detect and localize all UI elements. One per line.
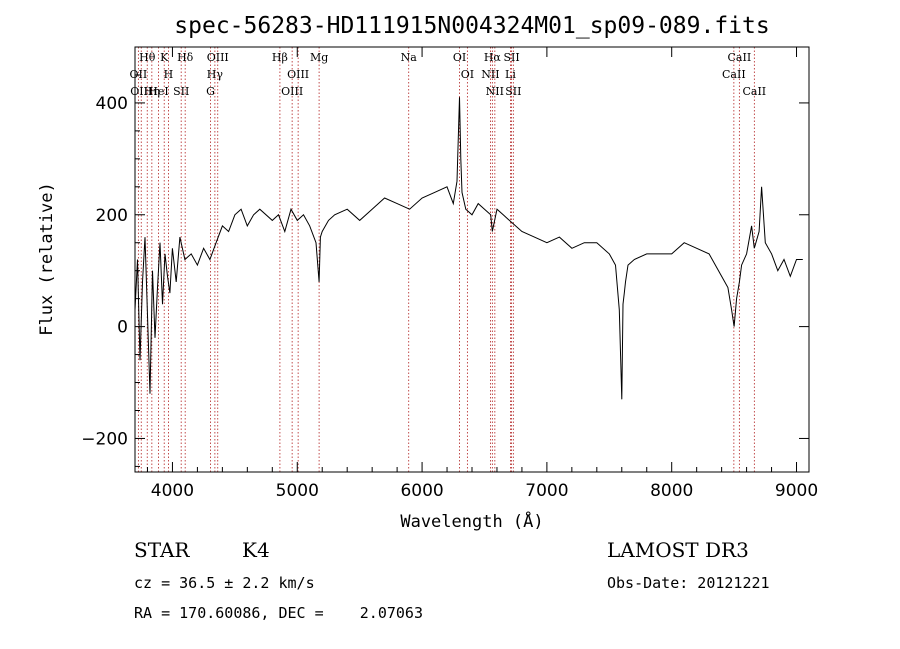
line-marker-label: Na <box>401 51 418 64</box>
line-marker-label: Hγ <box>207 68 224 81</box>
x-tick-label: 5000 <box>276 481 319 501</box>
line-marker-label: CaII <box>742 85 766 98</box>
emission-line-markers <box>137 47 755 472</box>
x-axis-label: Wavelength (Å) <box>400 510 543 532</box>
line-marker-label: SII <box>173 85 189 98</box>
chart-title: spec-56283-HD111915N004324M01_sp09-089.f… <box>174 13 769 39</box>
line-marker-label: HeI <box>148 85 168 98</box>
line-marker-label: NII <box>486 85 504 98</box>
object-class: STAR <box>134 538 190 562</box>
line-marker-label: Hβ <box>272 51 288 64</box>
y-tick-label: −200 <box>81 429 128 449</box>
line-marker-label: OIII <box>287 68 309 81</box>
line-marker-label: H <box>164 68 174 81</box>
redshift-text: cz = 36.5 ± 2.2 km/s <box>134 574 315 592</box>
line-marker-label: SII <box>503 51 519 64</box>
x-tick-label: 8000 <box>650 481 693 501</box>
line-marker-label: Hα <box>484 51 502 64</box>
line-marker-label: Hθ <box>139 51 156 64</box>
y-tick-label: 0 <box>117 318 128 338</box>
line-marker-label: OI <box>461 68 474 81</box>
line-marker-label: Li <box>505 68 516 81</box>
line-marker-label: OIII <box>130 85 152 98</box>
line-marker-label: Hη <box>144 85 160 98</box>
x-tick-label: 6000 <box>400 481 443 501</box>
object-subclass: K4 <box>242 538 270 562</box>
x-axis-ticks: 4000 5000 6000 7000 8000 9000 <box>146 47 818 501</box>
x-tick-label: 4000 <box>151 481 194 501</box>
line-marker-label: SII <box>505 85 521 98</box>
emission-line-labels: HθOIIOIIIKHeIHηHHδSIIOIIIHγGHβOIIIOIIIMg… <box>130 51 767 98</box>
line-marker-label: OI <box>453 51 466 64</box>
survey-name: LAMOST DR3 <box>607 538 749 562</box>
line-marker-label: Mg <box>310 51 328 64</box>
line-marker-label: CaII <box>722 68 746 81</box>
line-marker-label: OIII <box>281 85 303 98</box>
line-marker-label: G <box>206 85 215 98</box>
line-marker-label: CaII <box>728 51 752 64</box>
plot-frame <box>134 46 810 473</box>
obs-date-text: Obs-Date: 20121221 <box>607 574 770 592</box>
y-axis-ticks: −200 0 200 400 <box>81 46 809 467</box>
spectrum-series-line <box>134 97 803 400</box>
line-marker-label: K <box>160 51 169 64</box>
y-tick-label: 200 <box>96 206 128 226</box>
coordinates-text: RA = 170.60086, DEC = 2.07063 <box>134 604 423 622</box>
x-tick-label: 9000 <box>775 481 818 501</box>
x-tick-label: 7000 <box>525 481 568 501</box>
line-marker-label: OIII <box>207 51 229 64</box>
line-marker-label: Hδ <box>177 51 194 64</box>
y-axis-label: Flux (relative) <box>37 182 57 336</box>
line-marker-label: NII <box>481 68 499 81</box>
y-tick-label: 400 <box>96 94 128 114</box>
